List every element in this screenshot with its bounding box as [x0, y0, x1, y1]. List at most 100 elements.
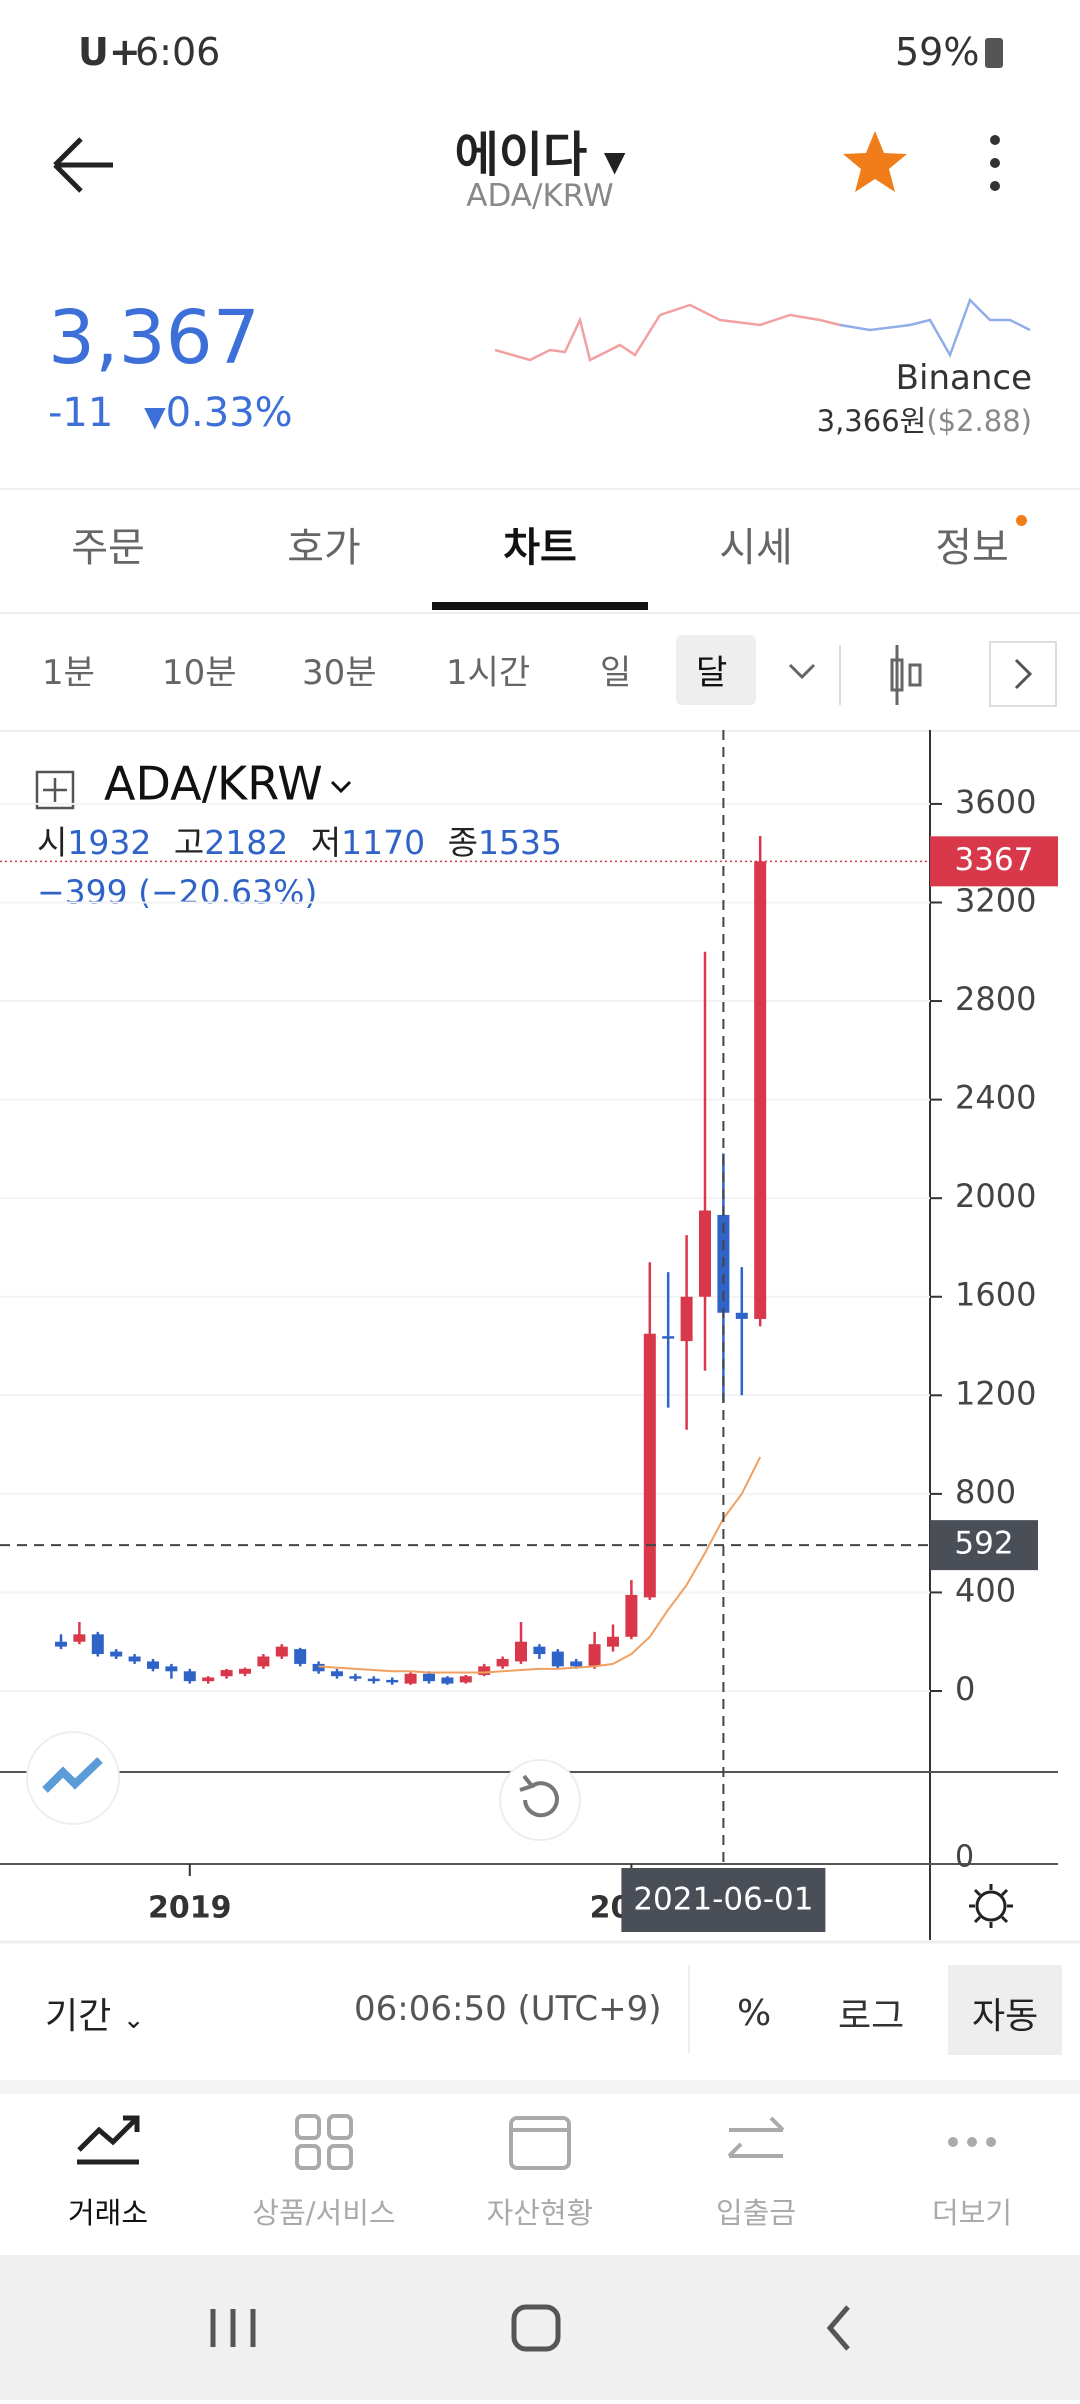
candle-body [73, 1634, 86, 1642]
battery-level: 59% [895, 30, 980, 74]
current-price-box [930, 836, 1058, 887]
interval-bar [0, 612, 1080, 732]
back-button[interactable] [45, 130, 125, 200]
nav-icon [727, 2116, 785, 2158]
grid [0, 802, 930, 1693]
nav-label: 상품/서비스 [252, 2196, 396, 2230]
nav-item[interactable]: 자산현황 [432, 2090, 648, 2255]
candle-body [662, 1336, 675, 1339]
candle-body [441, 1677, 454, 1684]
low-value: 1170 [341, 823, 425, 862]
change-label: −399 (−20.63%) [37, 873, 317, 912]
interval[interactable]: 1시간 [446, 653, 531, 693]
dropdown[interactable] [788, 663, 816, 680]
nav-item[interactable]: 더보기 [864, 2090, 1080, 2255]
nav-label: 더보기 [931, 2196, 1013, 2230]
favorite-star[interactable] [840, 128, 910, 198]
nav-icon [509, 2116, 571, 2170]
candle-body [202, 1677, 215, 1682]
interval-tools [788, 641, 1057, 707]
bottom-nav [0, 2094, 1080, 2254]
nav-item[interactable]: 거래소 [0, 2090, 216, 2255]
candle-body [459, 1676, 472, 1683]
candle-body [735, 1312, 748, 1319]
usd-price: ($2.88) [926, 404, 1032, 438]
y-tick-label: 2800 [955, 980, 1036, 1018]
percent-button[interactable]: % [737, 1993, 772, 2034]
candle-body [312, 1663, 325, 1672]
y-tick-label: 2000 [955, 1177, 1036, 1215]
title-text: 에이다 [454, 127, 588, 183]
y-tick-label: 2400 [955, 1079, 1036, 1117]
candle-body [478, 1666, 491, 1675]
nav-item[interactable]: 상품/서비스 [216, 2090, 432, 2255]
exchange-name: Binance [895, 358, 1032, 398]
clock: 6:06 [135, 30, 221, 74]
drawing-button[interactable] [26, 1731, 120, 1825]
candle-body [220, 1670, 233, 1677]
carrier: U+ [78, 30, 141, 74]
candle-body [533, 1646, 546, 1655]
candle-body [349, 1676, 362, 1679]
period-button[interactable]: 기간 ⌄ [45, 1996, 145, 2037]
nav-item[interactable]: 입출금 [648, 2090, 864, 2255]
log-button[interactable]: 로그 [838, 1996, 905, 2037]
tab-indicator [432, 602, 648, 610]
candle-body [367, 1678, 380, 1682]
reset-button[interactable] [499, 1759, 581, 1841]
next[interactable] [989, 641, 1057, 707]
status-bar: U+ 6:06 59% [0, 0, 1080, 105]
clock-label: 06:06:50 (UTC+9) [354, 1989, 662, 2029]
candle-body [607, 1636, 619, 1647]
price-change: -11 ▼0.33% [48, 390, 293, 436]
candle-body [570, 1661, 583, 1667]
settings-icon[interactable] [969, 1884, 1013, 1928]
sparkline [494, 297, 1031, 362]
candle-body [147, 1661, 159, 1669]
interval[interactable]: 10분 [162, 653, 237, 693]
auto-button[interactable]: 자동 [972, 1996, 1039, 2037]
change-value: -11 [48, 390, 114, 436]
candle-body [55, 1641, 67, 1647]
candle-body [239, 1668, 251, 1674]
interval[interactable]: 달 [696, 653, 728, 693]
auto-bg [948, 1965, 1062, 2055]
candle-body [551, 1651, 564, 1667]
candle-body [515, 1641, 527, 1662]
exchange-price: 3,366원($2.88) [817, 398, 1032, 440]
candle-body [275, 1646, 288, 1657]
candle-body [91, 1634, 104, 1655]
y-tick-label: 1200 [955, 1374, 1036, 1412]
tab[interactable]: 정보 [935, 525, 1009, 571]
coin-pair: ADA/KRW [466, 178, 614, 214]
close-label: 종 [448, 823, 478, 862]
chart-legend: ADA/KRW 시1932 고2182 저1170 종1535 −399 (−2… [35, 757, 562, 912]
nav-icon [295, 2114, 353, 2170]
candle-type[interactable] [890, 645, 922, 705]
y-tick-label: 3200 [955, 881, 1036, 919]
tab[interactable]: 차트 [503, 525, 577, 571]
open-label: 시 [37, 823, 67, 862]
interval[interactable]: 1분 [42, 653, 95, 693]
tab[interactable]: 호가 [287, 525, 361, 571]
y-tick-label: 0 [955, 1670, 975, 1708]
high-value: 2182 [204, 823, 288, 862]
tab[interactable]: 시세 [719, 525, 793, 571]
change-percent: 0.33% [165, 390, 293, 436]
moving-average [318, 1456, 762, 1674]
nav-icon [77, 2115, 140, 2165]
interval[interactable]: 30분 [302, 653, 377, 693]
candle-body [625, 1594, 638, 1637]
candle-body [331, 1671, 343, 1677]
crosshair-date-box [621, 1868, 826, 1932]
coin-title[interactable]: 에이다 ▼ [454, 127, 626, 183]
candle-body [294, 1649, 307, 1664]
candle-body [754, 861, 767, 1319]
interval[interactable]: 일 [600, 653, 632, 693]
y-tick-label: 3600 [955, 783, 1036, 821]
tab[interactable]: 주문 [71, 525, 145, 571]
more-menu[interactable] [975, 130, 1015, 200]
candle-body [643, 1333, 656, 1598]
y-tick-label: 800 [955, 1473, 1016, 1511]
